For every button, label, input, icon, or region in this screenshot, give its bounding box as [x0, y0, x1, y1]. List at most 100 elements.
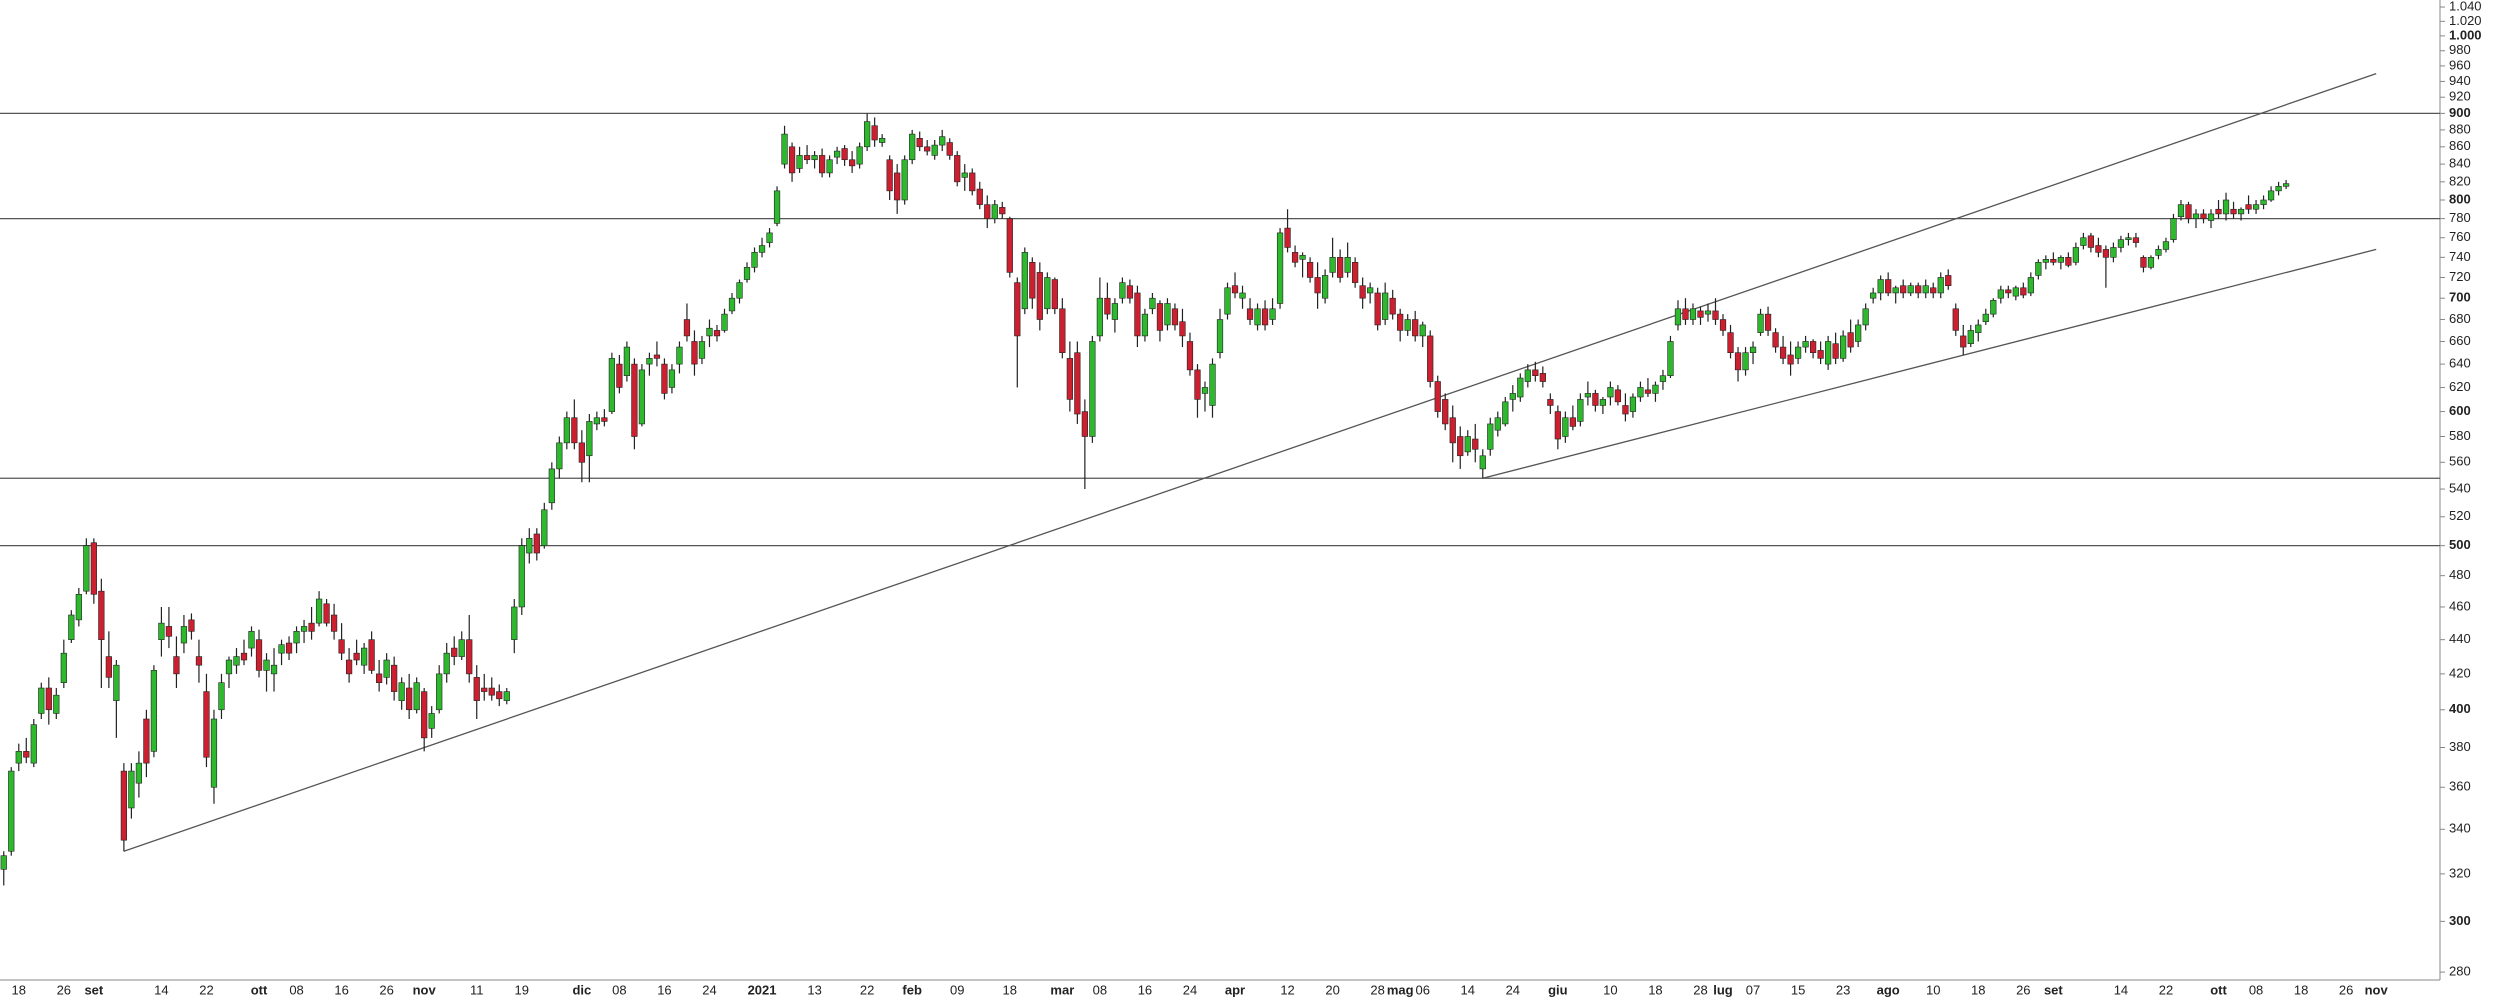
- y-tick-label: 680: [2449, 311, 2471, 326]
- candle-body: [631, 363, 638, 437]
- candle-body: [1224, 287, 1231, 315]
- x-tick-label: 10: [1603, 982, 1617, 997]
- candle-body: [984, 204, 991, 219]
- candle-body: [1269, 308, 1276, 320]
- candle-body: [1164, 303, 1171, 326]
- x-tick-label: 15: [1791, 982, 1805, 997]
- candle-body: [68, 614, 75, 640]
- y-tick-label: 660: [2449, 333, 2471, 348]
- candle-body: [1644, 389, 1652, 394]
- candle-body: [1434, 381, 1441, 412]
- x-tick-label: 08: [2249, 982, 2263, 997]
- candle-body: [135, 762, 143, 784]
- candle-body: [811, 155, 818, 161]
- x-tick-label: 13: [807, 982, 821, 997]
- candle-body: [398, 682, 405, 701]
- x-tick-label: 12: [1280, 982, 1294, 997]
- candle-body: [2057, 257, 2064, 263]
- candle-body: [2237, 208, 2245, 215]
- candle-body: [2110, 247, 2117, 258]
- candle-body: [1389, 297, 1396, 315]
- x-tick-label: 26: [379, 982, 393, 997]
- candle-body: [1614, 389, 1622, 403]
- trend-line: [1482, 248, 2377, 479]
- candle-body: [1802, 341, 1809, 348]
- candle-body: [1862, 308, 1869, 326]
- candle-body: [353, 652, 360, 661]
- x-tick-label: mar: [1050, 982, 1074, 997]
- candle-body: [45, 687, 52, 711]
- candle-body: [946, 142, 953, 156]
- candle-body: [2087, 235, 2095, 248]
- candle-body: [2125, 237, 2132, 240]
- candle-body: [924, 146, 931, 152]
- candle-body: [421, 691, 428, 739]
- y-tick-label: 480: [2449, 567, 2471, 582]
- candle-body: [1464, 436, 1471, 453]
- candle-body: [1329, 257, 1336, 273]
- candle-body: [210, 718, 218, 788]
- candle-body: [2012, 287, 2019, 297]
- candle-body: [1652, 384, 1659, 394]
- candle-body: [218, 682, 225, 711]
- candle-body: [1892, 287, 1899, 294]
- candle-body: [1817, 350, 1824, 359]
- y-tick-label: 840: [2449, 156, 2471, 171]
- y-tick-label: 640: [2449, 356, 2471, 371]
- candle-body: [1607, 387, 1614, 398]
- candle-body: [1209, 363, 1216, 406]
- candle-body: [150, 670, 158, 752]
- candle-body: [1186, 341, 1194, 371]
- candle-body: [856, 146, 863, 165]
- candle-body: [1509, 393, 1516, 400]
- y-tick-label: 800: [2449, 191, 2471, 206]
- y-tick-label: 440: [2449, 631, 2471, 646]
- candle-body: [706, 327, 713, 337]
- candle-body: [2035, 262, 2042, 276]
- candle-body: [2222, 199, 2230, 215]
- candle-body: [1930, 287, 1937, 294]
- candle-body: [833, 150, 841, 158]
- candle-body: [931, 144, 938, 156]
- candle-body: [1006, 218, 1013, 273]
- candle-body: [165, 626, 173, 637]
- candle-body: [38, 687, 45, 714]
- candle-body: [1216, 319, 1224, 353]
- candle-body: [1059, 308, 1066, 353]
- y-tick-label: 1.040: [2449, 0, 2482, 13]
- candle-body: [293, 631, 300, 644]
- candle-body: [623, 346, 631, 376]
- y-tick-label: 340: [2449, 821, 2471, 836]
- candle-body: [578, 442, 585, 463]
- candle-body: [1284, 227, 1291, 248]
- candle-body: [2185, 204, 2192, 219]
- candle-body: [1704, 310, 1712, 315]
- candle-body: [1742, 352, 1749, 371]
- candle-body: [113, 664, 120, 701]
- y-tick-label: 400: [2449, 701, 2471, 716]
- candle-body: [1967, 330, 1974, 345]
- candle-body: [511, 606, 518, 640]
- candle-body: [83, 545, 90, 592]
- candle-body: [1727, 332, 1734, 353]
- x-tick-label: 19: [515, 982, 529, 997]
- x-tick-label: 22: [860, 982, 874, 997]
- candle-body: [503, 691, 510, 701]
- candle-body: [53, 694, 60, 714]
- candle-body: [1051, 279, 1058, 310]
- candle-body: [1779, 346, 1787, 359]
- candle-body: [1952, 308, 1959, 331]
- candle-body: [1179, 321, 1186, 337]
- candle-body: [2140, 257, 2147, 268]
- x-tick-label: 06: [1415, 982, 1429, 997]
- y-tick-label: 780: [2449, 210, 2471, 225]
- candle-body: [1659, 375, 1667, 382]
- candle-body: [601, 417, 608, 422]
- y-tick-label: 300: [2449, 913, 2471, 928]
- x-tick-label: feb: [902, 982, 922, 997]
- candle-body: [2080, 237, 2087, 246]
- candle-body: [1554, 411, 1561, 440]
- candle-body: [195, 656, 203, 666]
- candle-body: [1584, 393, 1591, 398]
